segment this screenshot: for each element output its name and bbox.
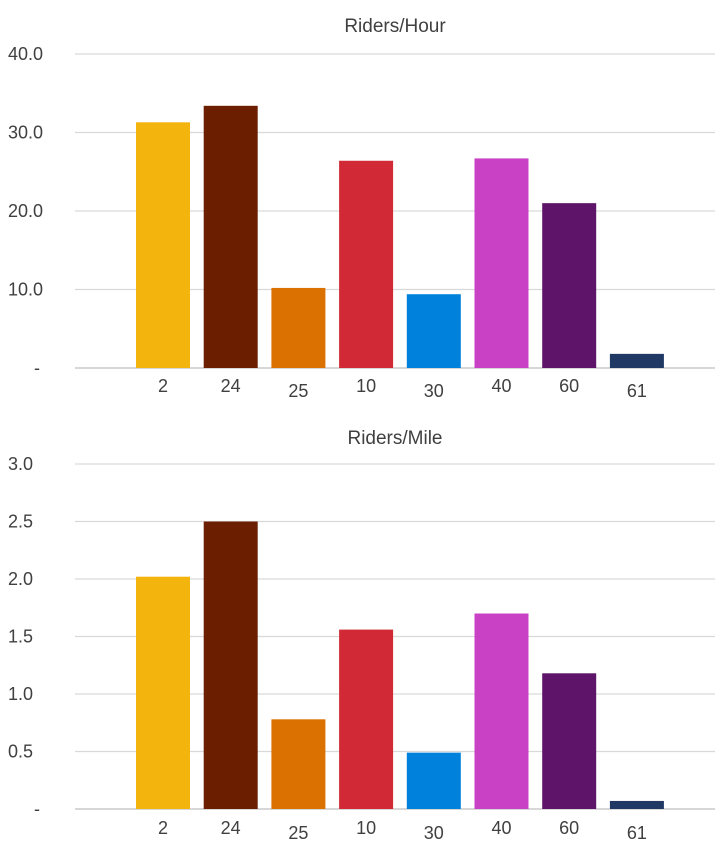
x-tick-label: 40	[491, 818, 511, 838]
bar-2	[136, 122, 190, 368]
x-tick-label: 2	[158, 376, 168, 396]
y-tick-label: 20.0	[8, 201, 43, 221]
bar-10	[339, 629, 394, 809]
y-tick-label: -	[34, 358, 40, 378]
bar-2	[136, 576, 190, 809]
bar-60	[542, 673, 597, 809]
bar-61	[609, 800, 664, 809]
bar-40	[474, 613, 529, 809]
y-tick-label: 2.0	[8, 569, 33, 589]
x-tick-label: 24	[221, 818, 241, 838]
bar-10	[339, 160, 394, 368]
x-tick-label: 24	[221, 376, 241, 396]
y-tick-label: -	[34, 799, 40, 819]
x-tick-label: 30	[424, 823, 444, 843]
bar-24	[203, 105, 258, 368]
bar-61	[609, 353, 664, 368]
y-tick-label: 40.0	[8, 44, 43, 64]
x-tick-label: 61	[627, 381, 647, 401]
x-tick-label: 30	[424, 381, 444, 401]
x-tick-label: 61	[627, 823, 647, 843]
bar-25	[271, 719, 326, 809]
y-tick-label: 10.0	[8, 280, 43, 300]
x-tick-label: 10	[356, 376, 376, 396]
bar-60	[542, 203, 597, 368]
chart-title: Riders/Mile	[347, 428, 442, 449]
x-tick-label: 25	[288, 823, 308, 843]
y-tick-label: 3.0	[8, 454, 33, 474]
x-tick-label: 10	[356, 818, 376, 838]
y-tick-label: 1.0	[8, 684, 33, 704]
y-tick-label: 0.5	[8, 742, 33, 762]
y-tick-label: 30.0	[8, 123, 43, 143]
x-tick-label: 40	[491, 376, 511, 396]
x-tick-label: 60	[559, 818, 579, 838]
bar-25	[271, 287, 326, 368]
bar-40	[474, 158, 529, 368]
y-tick-label: 1.5	[8, 627, 33, 647]
y-tick-label: 2.5	[8, 512, 33, 532]
bar-30	[406, 294, 461, 368]
chart-title: Riders/Hour	[344, 16, 446, 37]
x-tick-label: 25	[288, 381, 308, 401]
x-tick-label: 2	[158, 818, 168, 838]
bar-24	[203, 521, 258, 809]
bar-30	[406, 752, 461, 809]
x-tick-label: 60	[559, 376, 579, 396]
